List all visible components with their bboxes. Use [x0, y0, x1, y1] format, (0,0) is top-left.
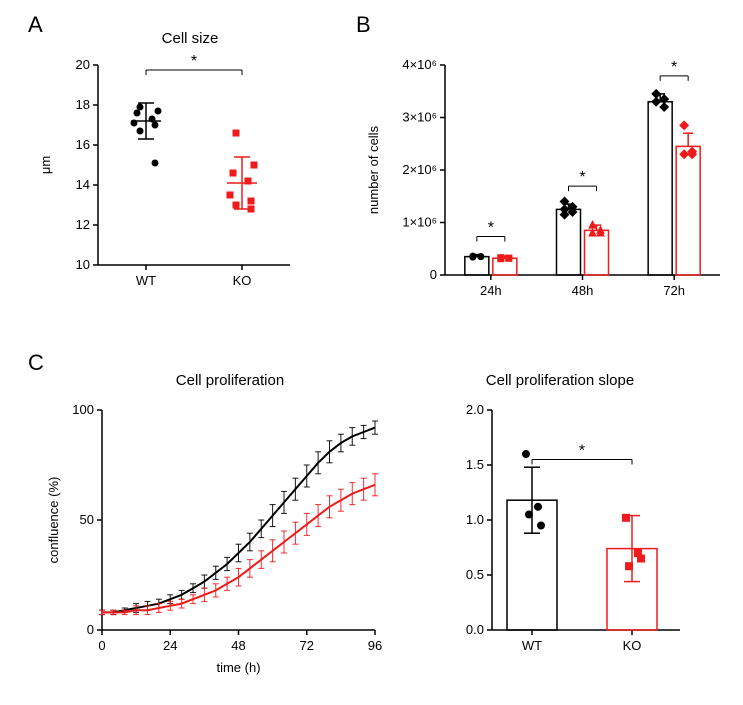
svg-text:1.0: 1.0: [466, 512, 484, 527]
svg-text:14: 14: [76, 177, 90, 192]
svg-text:0: 0: [98, 638, 105, 653]
svg-text:20: 20: [76, 57, 90, 72]
svg-text:time (h): time (h): [216, 660, 260, 675]
svg-text:48h: 48h: [572, 283, 594, 298]
svg-text:24: 24: [163, 638, 177, 653]
svg-text:24h: 24h: [480, 283, 502, 298]
svg-text:1.5: 1.5: [466, 457, 484, 472]
panel-b-chart: 0 1×10⁶ 2×10⁶ 3×10⁶ 4×10⁶ number of cells 24h *…: [360, 45, 740, 325]
panel-a-chart: 10 12 14 16 18 20 WT KO μm *: [30, 45, 330, 325]
svg-text:16: 16: [76, 137, 90, 152]
svg-text:μm: μm: [38, 156, 53, 174]
panel-c-label: C: [28, 350, 44, 376]
svg-text:96: 96: [368, 638, 382, 653]
panel-a-label: A: [28, 12, 43, 38]
svg-text:KO: KO: [233, 273, 252, 288]
svg-text:KO: KO: [623, 638, 642, 653]
svg-text:*: *: [579, 169, 585, 186]
svg-text:*: *: [671, 59, 677, 76]
svg-text:2×10⁶: 2×10⁶: [402, 162, 437, 177]
panel-c-right-title: Cell proliferation slope: [450, 372, 670, 389]
svg-text:72h: 72h: [663, 283, 685, 298]
svg-text:12: 12: [76, 217, 90, 232]
svg-text:WT: WT: [136, 273, 156, 288]
svg-text:48: 48: [231, 638, 245, 653]
svg-text:0: 0: [430, 267, 437, 282]
svg-text:100: 100: [72, 402, 94, 417]
svg-text:18: 18: [76, 97, 90, 112]
svg-text:4×10⁶: 4×10⁶: [402, 57, 437, 72]
svg-text:*: *: [488, 220, 494, 237]
svg-text:3×10⁶: 3×10⁶: [402, 110, 437, 125]
svg-text:confluence (%): confluence (%): [46, 477, 61, 564]
svg-text:2.0: 2.0: [466, 402, 484, 417]
figure: A Cell size 101214161820WTKOμm* B 01×10⁶…: [0, 0, 743, 705]
svg-text:1×10⁶: 1×10⁶: [402, 215, 437, 230]
svg-text:10: 10: [76, 257, 90, 272]
svg-text:*: *: [579, 443, 585, 460]
svg-text:0: 0: [87, 622, 94, 637]
panel-c-left-chart: 0 24 48 72 96 0 50 100 time (h) confluence (%): [40, 390, 400, 700]
panel-c-left-title: Cell proliferation: [140, 372, 320, 389]
panel-c-right-chart: 0.0 0.5 1.0 1.5 2.0 WT KO *: [430, 390, 710, 700]
svg-text:0.5: 0.5: [466, 567, 484, 582]
svg-text:0.0: 0.0: [466, 622, 484, 637]
svg-text:number of cells: number of cells: [366, 125, 381, 214]
svg-text:72: 72: [300, 638, 314, 653]
panel-b-label: B: [356, 12, 371, 38]
svg-text:50: 50: [80, 512, 94, 527]
svg-text:*: *: [191, 53, 197, 70]
svg-text:WT: WT: [522, 638, 542, 653]
